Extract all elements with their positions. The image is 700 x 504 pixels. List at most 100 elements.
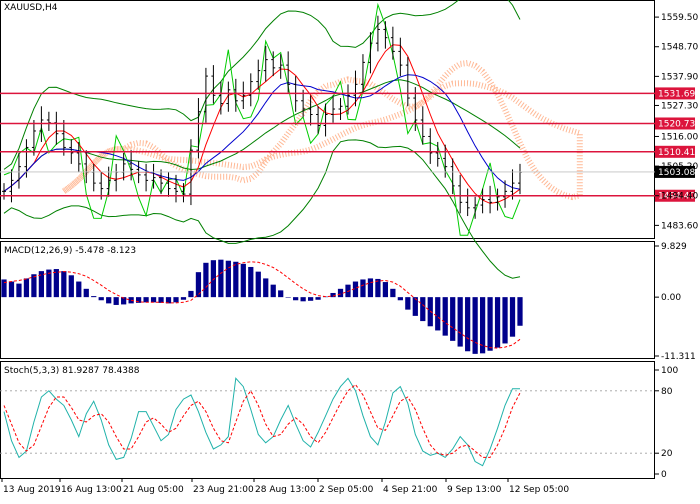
slow-moving-average [3, 74, 521, 192]
macd-histogram-bar [285, 297, 291, 298]
level-price-label: 1510.41 [658, 148, 695, 158]
stoch-axis-label: 100 [661, 366, 678, 376]
macd-histogram-bar [23, 278, 30, 298]
level-price-label: 1520.73 [658, 119, 695, 129]
macd-histogram-bar [173, 297, 179, 303]
macd-histogram-bar [382, 282, 389, 298]
macd-histogram-bar [435, 297, 441, 331]
macd-histogram-bar [517, 297, 523, 326]
macd-histogram-bar [38, 271, 45, 298]
time-axis-label: 2 Sep 05:00 [319, 485, 374, 495]
macd-histogram-bar [68, 275, 74, 298]
level-price-label: 1494.40 [658, 192, 695, 202]
macd-histogram-bar [61, 271, 67, 298]
macd-histogram-bar [479, 297, 486, 354]
ichimoku-cloud [62, 59, 583, 201]
macd-panel-title: MACD(12,26,9) -5.478 -8.123 [4, 246, 136, 256]
level-price-tag [655, 189, 695, 202]
macd-histogram-bar [487, 297, 493, 351]
macd-histogram-bar [472, 297, 478, 354]
macd-axis-label: 9.829 [661, 242, 687, 252]
price-panel: 1531.69 1520.73 1510.41 1494.40 1503.08 [0, 0, 695, 279]
macd-histogram-bar [337, 288, 344, 298]
price-axis-label: 1537.90 [661, 72, 698, 82]
time-axis-label: 13 Aug 2019 [3, 485, 61, 495]
macd-histogram-bar [315, 297, 321, 300]
macd-histogram-bar [121, 297, 127, 305]
macd-histogram-bar [457, 297, 463, 347]
macd-histogram-bar [195, 272, 202, 298]
macd-histogram-bar [83, 288, 89, 298]
time-axis-label: 28 Aug 13:00 [255, 485, 316, 495]
macd-histogram-bar [375, 278, 381, 298]
current-price-tag [655, 165, 695, 178]
macd-histogram-bar [420, 297, 426, 322]
macd-histogram-bar [165, 297, 172, 304]
macd-histogram-bar [278, 290, 284, 298]
macd-axis-label: 0.00 [661, 293, 681, 303]
time-axis-label: 9 Sep 13:00 [447, 485, 502, 495]
envelope-line [3, 2, 521, 236]
macd-histogram-bar [91, 296, 97, 298]
current-price-label: 1503.08 [658, 168, 695, 178]
price-panel-title: XAUUSD,H4 [4, 3, 58, 13]
bollinger-upper-band [3, 0, 521, 170]
macd-histogram-bar [248, 266, 254, 298]
macd-histogram-bar [397, 297, 403, 301]
level-price-tag [655, 145, 695, 158]
macd-histogram-bar [263, 278, 269, 298]
macd-histogram-bar [8, 281, 15, 298]
axes: 1559.50 1548.70 1537.90 1527.30 1516.00 1505.… [1, 13, 698, 495]
macd-histogram-bar [135, 297, 142, 303]
macd-histogram-bar [53, 269, 59, 298]
macd-histogram-bar [210, 260, 217, 298]
stoch-main-line [3, 377, 520, 467]
stoch-panel-title: Stoch(5,3,3) 81.9287 78.4388 [4, 366, 140, 376]
time-axis-label: 21 Aug 05:00 [123, 485, 184, 495]
macd-histogram-bar [307, 297, 314, 301]
macd-histogram-bar [465, 297, 471, 352]
macd-histogram-bar [76, 281, 82, 298]
stoch-signal-line [3, 383, 521, 458]
level-price-label: 1531.69 [658, 89, 695, 99]
macd-histogram-bar [240, 263, 246, 298]
macd-histogram-bar [233, 261, 239, 298]
stoch-panel-frame [0, 361, 655, 479]
macd-histogram-bar [113, 297, 119, 305]
macd-panel [1, 259, 523, 354]
macd-histogram-bar [450, 297, 456, 341]
macd-histogram-bar [106, 297, 112, 304]
stoch-axis-label: 20 [661, 449, 673, 459]
price-axis-label: 1548.70 [661, 43, 698, 53]
macd-histogram-bar [203, 262, 209, 298]
macd-histogram-bar [180, 297, 187, 300]
macd-histogram-bar [158, 297, 164, 303]
macd-histogram-bar [494, 297, 501, 348]
macd-histogram-bar [330, 292, 336, 298]
macd-histogram-bar [509, 297, 516, 337]
macd-histogram-bar [143, 297, 149, 303]
time-axis-label: 4 Sep 21:00 [383, 485, 438, 495]
time-axis-label: 23 Aug 21:00 [193, 485, 254, 495]
macd-histogram-bar [98, 297, 104, 301]
macd-histogram-bar [188, 290, 194, 298]
macd-panel-frame [0, 241, 655, 359]
stoch-axis-label: 80 [661, 387, 673, 397]
macd-histogram-bar [352, 281, 359, 298]
macd-histogram-bar [270, 284, 276, 298]
price-axis-label: 1505.20 [661, 162, 698, 172]
macd-histogram-bar [293, 297, 299, 301]
macd-histogram-bar [46, 269, 52, 298]
macd-histogram-bar [502, 297, 508, 344]
macd-histogram-bar [360, 279, 366, 298]
macd-histogram-bar [218, 259, 224, 298]
macd-histogram-bar [31, 274, 37, 298]
macd-histogram-bar [1, 279, 7, 298]
time-axis-label: 12 Sep 05:00 [509, 485, 569, 495]
macd-histogram-bar [255, 271, 261, 298]
price-axis-label: 1483.60 [661, 221, 698, 231]
stochastic-panel [0, 377, 655, 467]
time-axis-label: 16 Aug 13:00 [61, 485, 122, 495]
macd-histogram-bar [405, 297, 411, 310]
